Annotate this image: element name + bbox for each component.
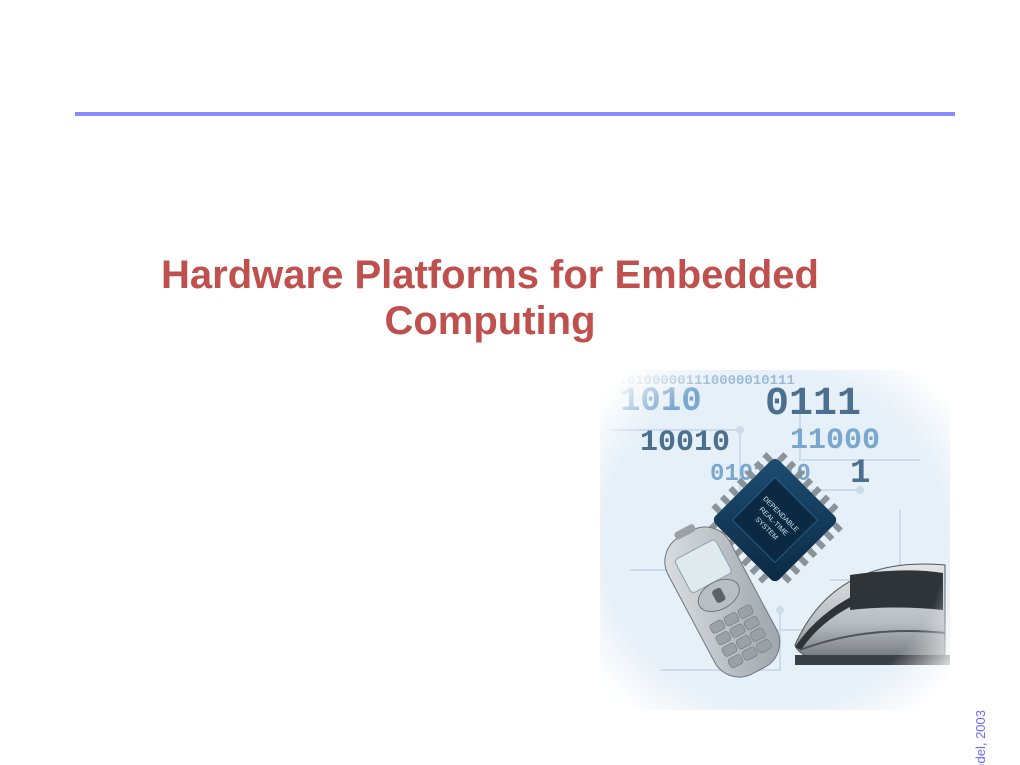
slide: Hardware Platforms for Embedded Computin… [0,0,1020,765]
graphics-credit: Graphics: © Alexandra Nolte, Gesine Marw… [973,710,988,765]
hero-illustration: 1010 0111 10010 11000 0101110 1 01010000… [600,370,950,710]
slide-title: Hardware Platforms for Embedded Computin… [75,252,905,344]
header-rule [75,112,955,116]
vignette [600,370,950,710]
